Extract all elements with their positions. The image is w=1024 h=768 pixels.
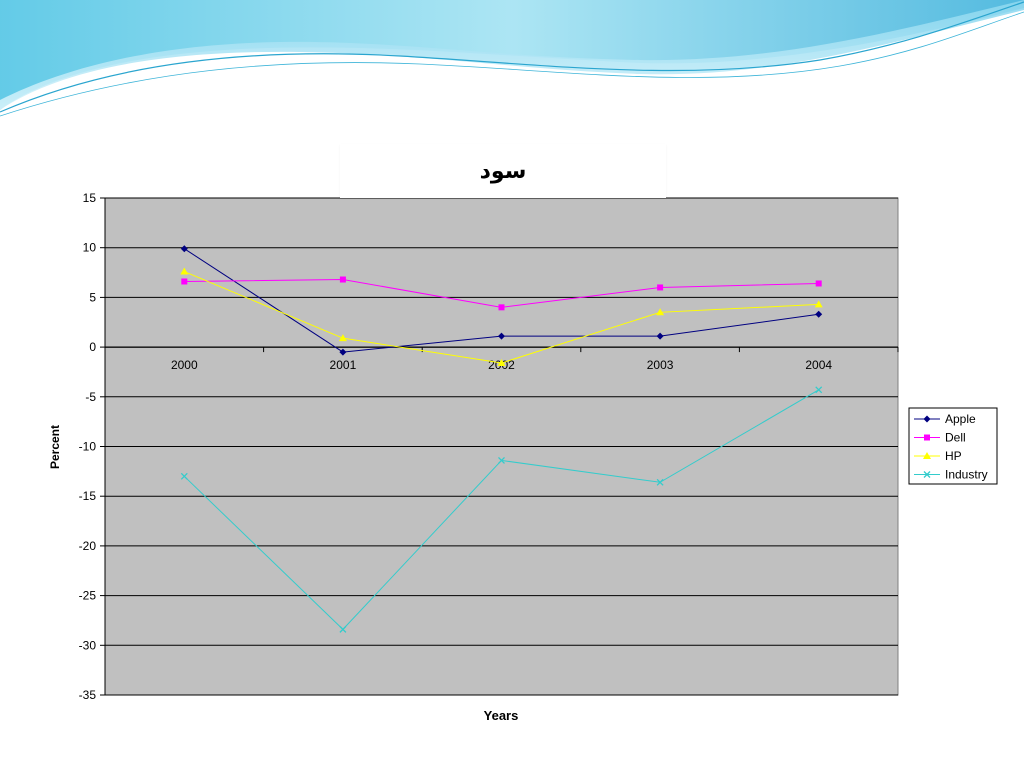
y-axis-title: Percent — [48, 425, 62, 469]
x-axis-title: Years — [484, 708, 519, 723]
chart-title: سود — [479, 158, 527, 184]
y-axis: 15 10 5 0 -5 -10 -15 -20 -25 -30 -35 — [79, 191, 106, 702]
gridlines — [105, 197, 898, 696]
data-point-industry — [815, 386, 823, 394]
marker-stroke — [923, 471, 931, 478]
y-tick-label: 10 — [83, 241, 97, 255]
series-hp — [180, 267, 823, 367]
marker-stroke — [180, 472, 188, 480]
legend-marker — [923, 415, 931, 423]
x-tick-label: 2004 — [805, 358, 832, 372]
data-point-industry — [498, 456, 505, 464]
data-point-industry — [180, 472, 188, 480]
header-wave-decoration — [0, 0, 1024, 117]
legend-item-dell: Dell — [914, 431, 966, 445]
data-point-dell — [815, 280, 822, 287]
data-point-hp — [180, 267, 189, 275]
y-tick-label: -10 — [79, 440, 97, 454]
legend-box — [908, 407, 998, 485]
legend-label: Dell — [945, 431, 966, 445]
data-point-dell — [498, 304, 505, 311]
data-point-hp — [814, 300, 823, 308]
data-point-industry — [339, 625, 347, 633]
series-layer — [180, 245, 823, 633]
legend-label: HP — [945, 449, 962, 463]
y-tick-label: 15 — [83, 191, 97, 205]
data-point-apple — [815, 310, 823, 318]
series-industry — [180, 386, 823, 633]
data-point-apple — [339, 348, 347, 356]
legend-item-hp: HP — [914, 449, 962, 463]
data-point-dell — [181, 278, 188, 285]
x-tick-label: 2001 — [330, 358, 357, 372]
data-point-dell — [657, 284, 664, 291]
data-point-industry — [656, 478, 664, 486]
data-point-apple — [498, 332, 505, 340]
y-tick-label: -35 — [79, 688, 97, 702]
y-tick-label: -5 — [85, 390, 96, 404]
y-tick-label: -30 — [79, 638, 97, 652]
marker-stroke — [339, 625, 347, 633]
legend-item-industry: Industry — [914, 468, 988, 482]
y-tick-label: -15 — [79, 489, 97, 503]
marker-stroke — [815, 386, 823, 394]
data-point-hp — [656, 308, 665, 316]
y-tick-label: 0 — [89, 340, 96, 354]
legend-label: Apple — [945, 412, 976, 426]
legend-marker — [923, 452, 931, 459]
x-tick-label: 2000 — [171, 358, 198, 372]
legend-marker — [923, 471, 931, 478]
legend-marker — [924, 434, 930, 441]
legend-item-apple: Apple — [914, 412, 976, 426]
series-apple — [180, 245, 823, 356]
series-dell — [181, 276, 822, 311]
chart-title-box: سود — [340, 144, 666, 198]
y-tick-label: -25 — [79, 589, 97, 603]
data-point-hp — [338, 334, 347, 342]
legend-label: Industry — [945, 468, 988, 482]
data-point-hp — [497, 359, 506, 367]
y-tick-label: 5 — [89, 290, 96, 304]
data-point-apple — [180, 245, 188, 253]
marker-stroke — [498, 456, 505, 464]
data-point-apple — [656, 332, 664, 340]
legend: Apple Dell HP Industry — [908, 407, 998, 485]
marker-stroke — [656, 478, 664, 486]
data-point-dell — [339, 276, 346, 283]
y-tick-label: -20 — [79, 539, 97, 553]
x-tick-label: 2003 — [647, 358, 674, 372]
